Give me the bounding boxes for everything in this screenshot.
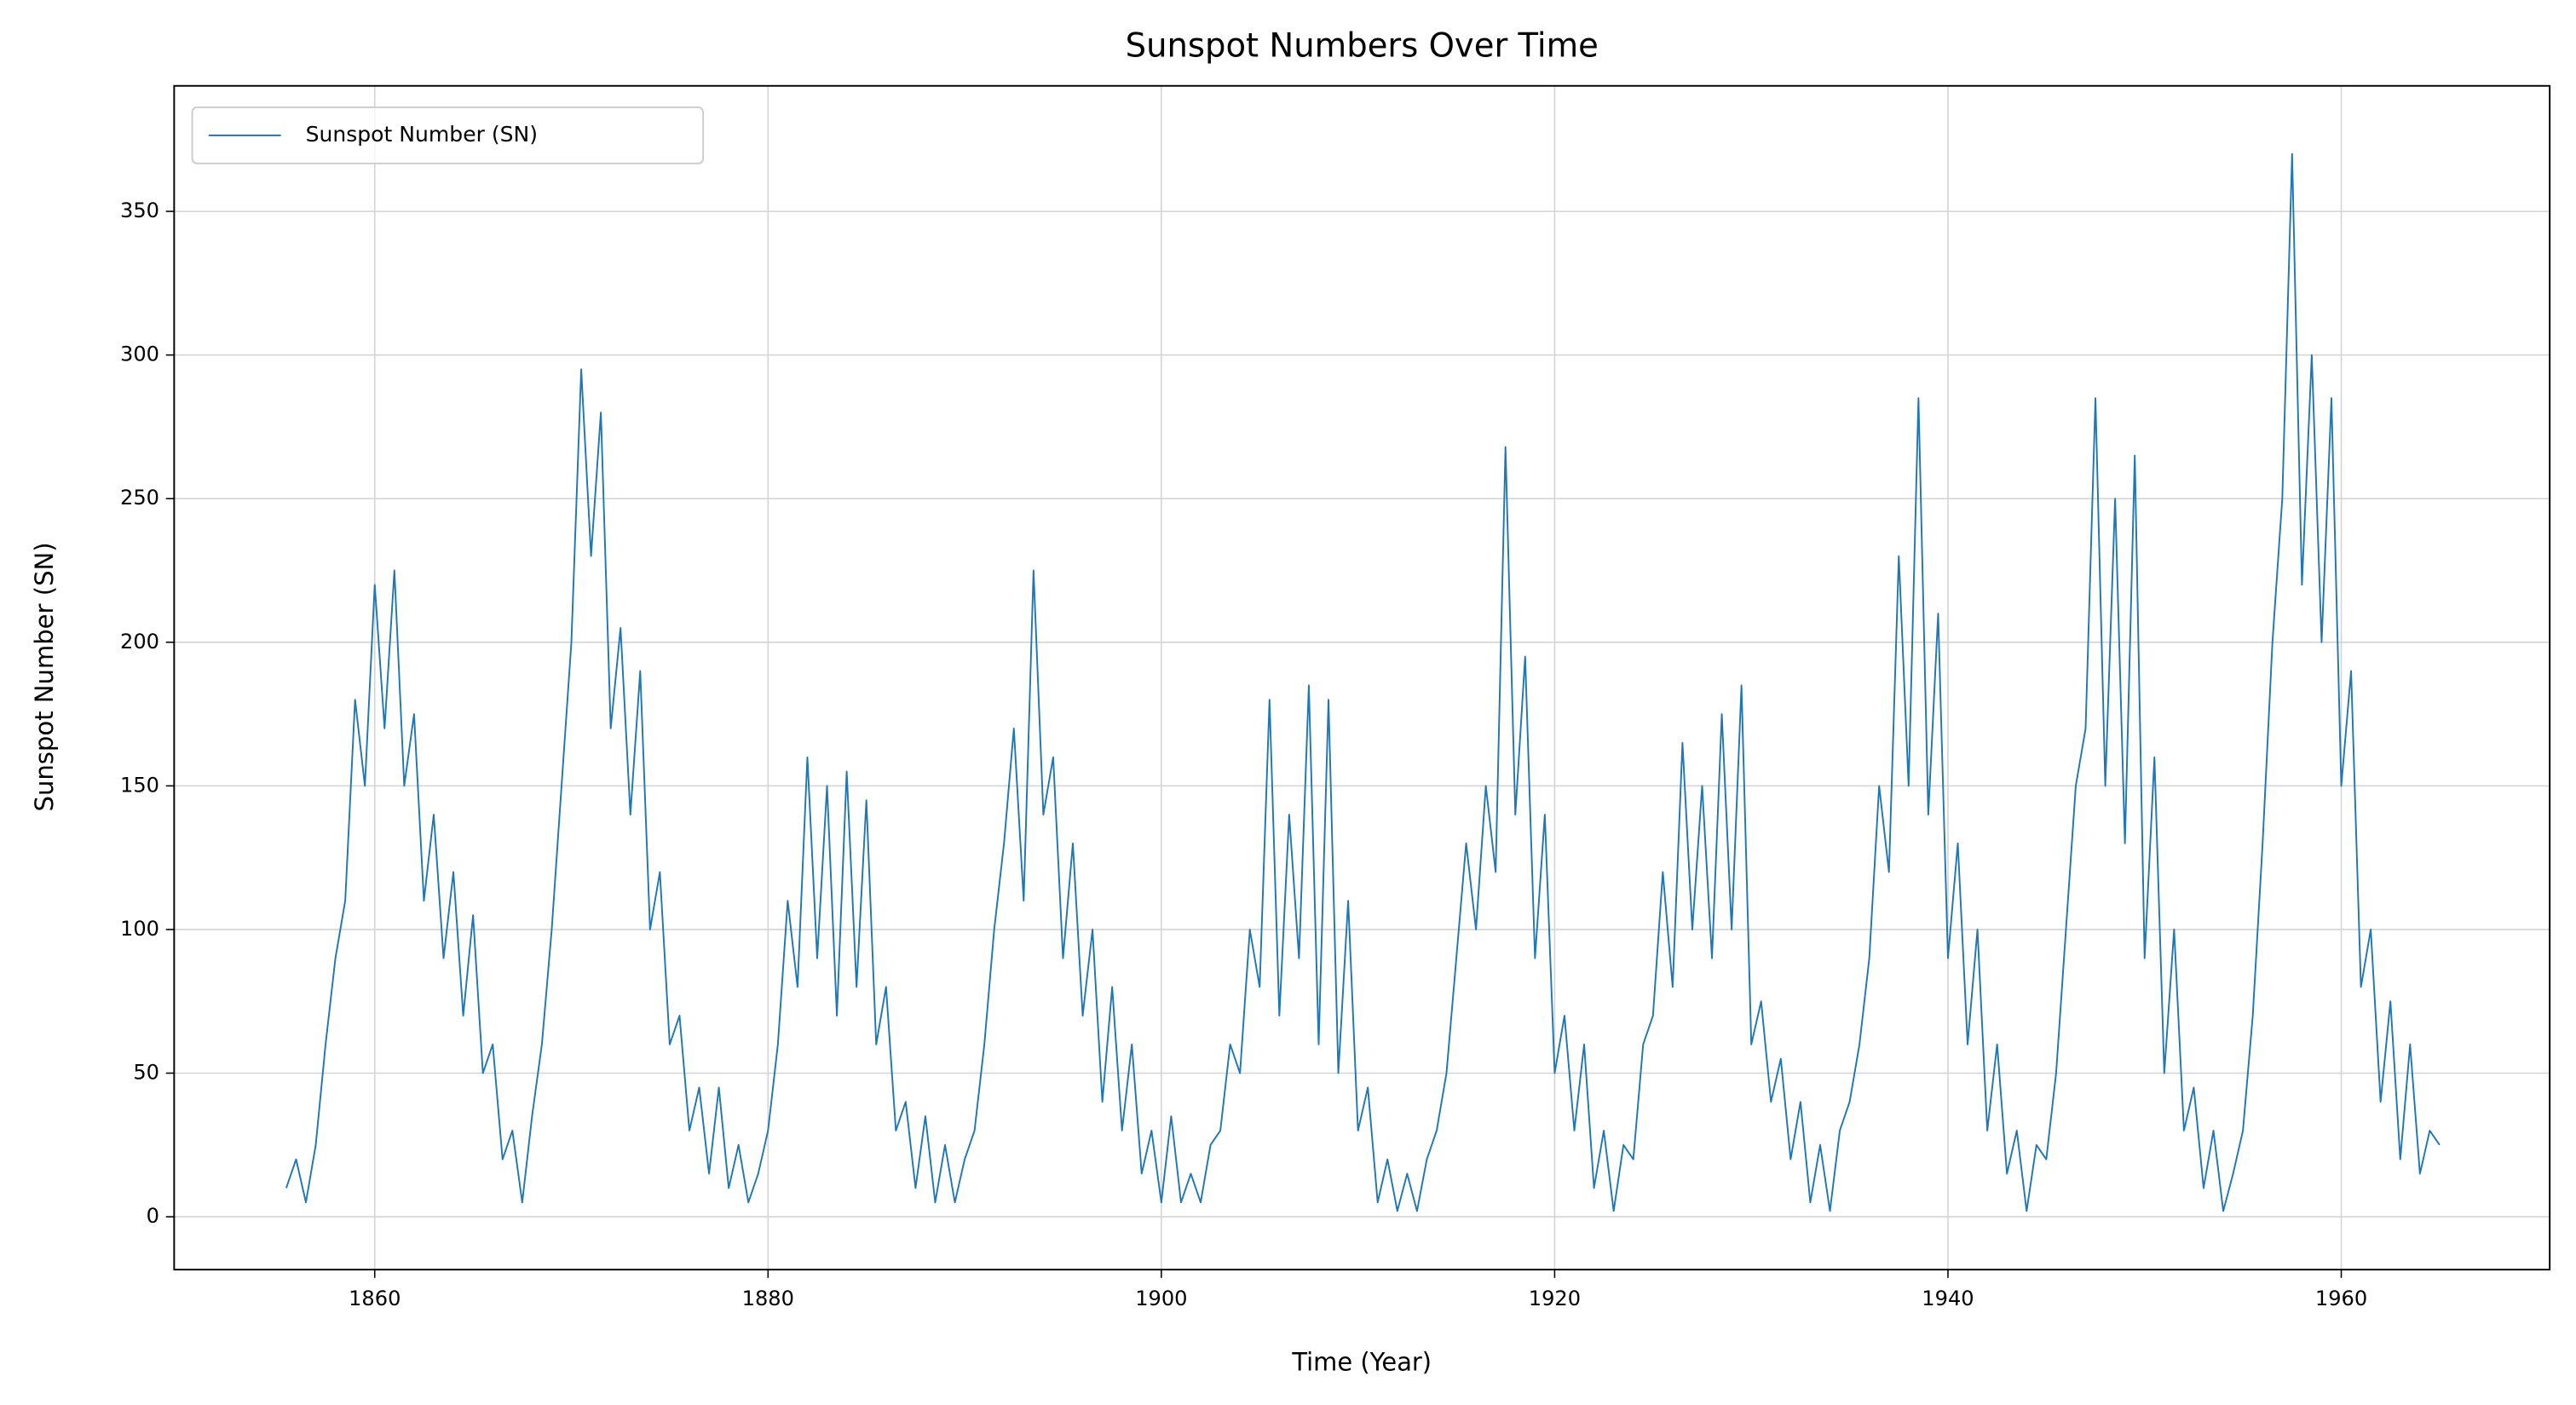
- legend-label: Sunspot Number (SN): [306, 122, 538, 147]
- series-line: [285, 153, 2441, 1212]
- x-tick-label: 1960: [2315, 1287, 2367, 1310]
- y-tick-label: 250: [120, 486, 159, 510]
- x-tick-label: 1860: [349, 1287, 401, 1310]
- y-axis-label: Sunspot Number (SN): [30, 542, 59, 811]
- y-tick-label: 100: [120, 917, 159, 941]
- axes-frame: [173, 84, 2551, 1271]
- y-tick-label: 150: [120, 773, 159, 797]
- x-tick-label: 1880: [742, 1287, 794, 1310]
- x-axis-label: Time (Year): [1291, 1348, 1432, 1377]
- y-tick-label: 0: [147, 1204, 159, 1228]
- plot-area: [285, 153, 2441, 1212]
- y-tick-label: 50: [133, 1060, 159, 1084]
- chart-title: Sunspot Numbers Over Time: [1126, 27, 1599, 66]
- x-tick-label: 1900: [1135, 1287, 1187, 1310]
- legend-box: [191, 106, 705, 164]
- y-tick-label: 200: [120, 630, 159, 654]
- y-tick-label: 300: [120, 343, 159, 366]
- x-tick-label: 1940: [1922, 1287, 1974, 1310]
- legend: Sunspot Number (SN): [191, 106, 705, 164]
- y-tick-label: 350: [120, 199, 159, 222]
- x-tick-label: 1920: [1529, 1287, 1581, 1310]
